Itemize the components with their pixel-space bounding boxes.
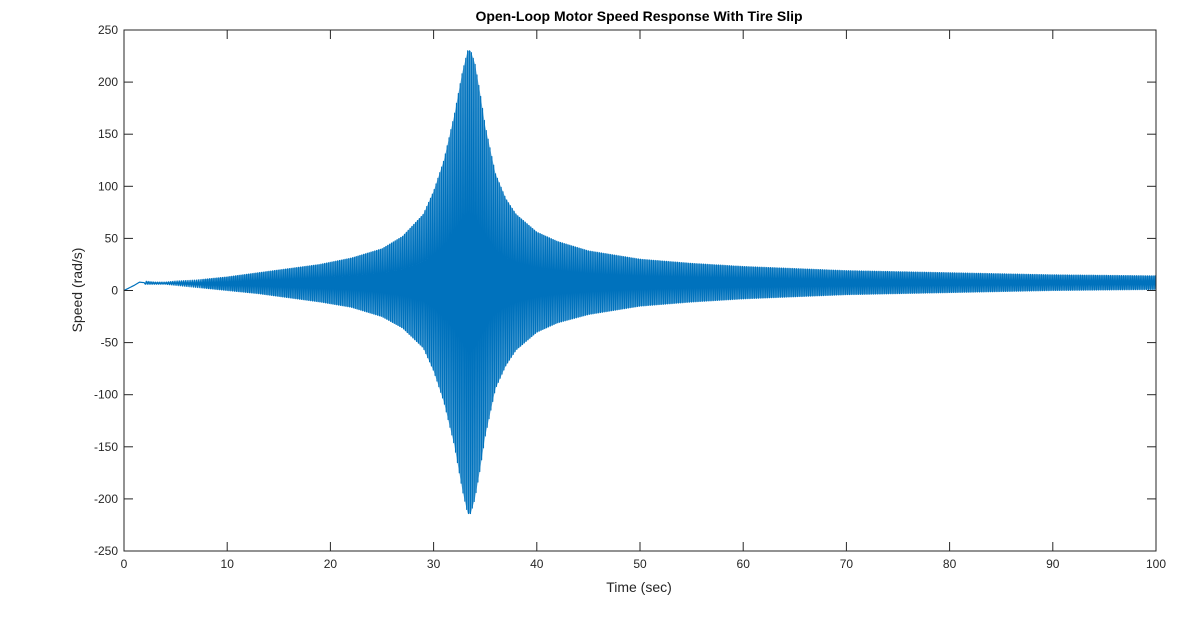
plot-area	[124, 50, 1156, 515]
y-tick-label: -100	[94, 388, 118, 402]
x-tick-label: 60	[737, 557, 751, 571]
x-tick-label: 30	[427, 557, 441, 571]
y-tick-label: 50	[105, 231, 119, 245]
chart-title: Open-Loop Motor Speed Response With Tire…	[475, 8, 802, 24]
axes: 0 10 20 30 40 50 60 70 80 90 100 -250 -200 -150 -100 -5…	[94, 23, 1166, 571]
x-tick-label: 20	[324, 557, 338, 571]
x-tick-label: 50	[633, 557, 647, 571]
y-tick-label: -250	[94, 544, 118, 558]
x-tick-label: 90	[1046, 557, 1060, 571]
x-tick-label: 10	[221, 557, 235, 571]
x-tick-label: 80	[943, 557, 957, 571]
y-tick-label: -50	[101, 336, 119, 350]
y-tick-label: 0	[111, 284, 118, 298]
x-tick-label: 100	[1146, 557, 1166, 571]
y-tick-label: 100	[98, 179, 118, 193]
y-tick-label: 200	[98, 75, 118, 89]
y-tick-label: 250	[98, 23, 118, 37]
y-tick-label: -200	[94, 492, 118, 506]
series-envelope	[201, 50, 1156, 514]
x-tick-label: 0	[121, 557, 128, 571]
y-tick-label: 150	[98, 127, 118, 141]
x-tick-label: 40	[530, 557, 544, 571]
x-tick-label: 70	[840, 557, 854, 571]
y-tick-label: -150	[94, 440, 118, 454]
y-axis-label: Speed (rad/s)	[69, 248, 85, 333]
x-axis-label: Time (sec)	[606, 579, 672, 595]
